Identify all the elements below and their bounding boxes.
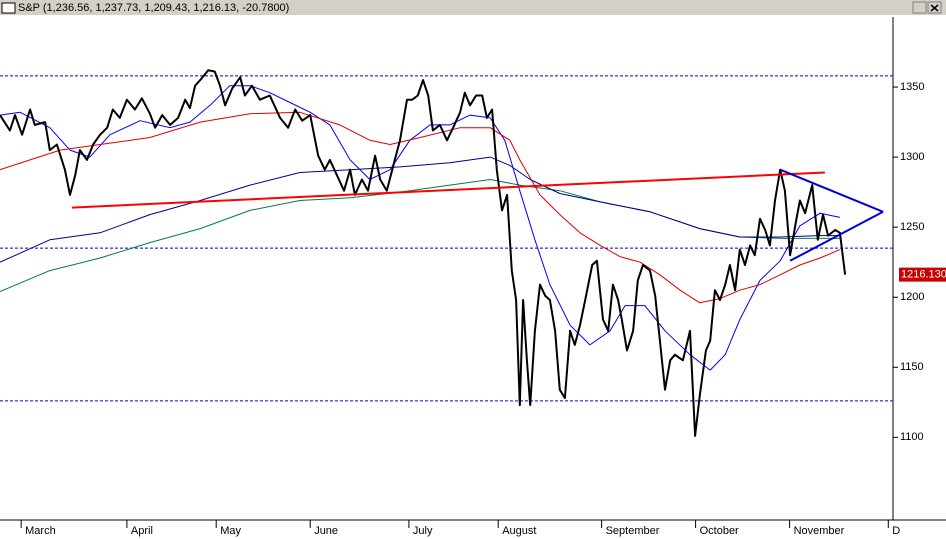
y-tick-label: 1100 <box>900 431 924 443</box>
y-tick-label: 1200 <box>900 291 924 303</box>
moving-average <box>0 85 841 371</box>
trendline <box>789 210 884 262</box>
x-tick-label: May <box>220 525 241 537</box>
x-tick-label: August <box>502 525 536 537</box>
x-tick-label: June <box>314 525 338 537</box>
title-bar <box>0 0 946 15</box>
y-tick-label: 1300 <box>900 151 924 163</box>
x-tick-label: November <box>794 525 845 537</box>
y-tick-label: 1250 <box>900 221 924 233</box>
x-tick-label: March <box>25 525 56 537</box>
last-price-label: 1216.130 <box>901 269 946 281</box>
window-icon <box>1 2 16 14</box>
last-price-box <box>899 267 946 282</box>
y-tick-label: 1350 <box>900 81 924 93</box>
x-tick-label: April <box>131 525 153 537</box>
chart-title: S&P (1,236.56, 1,237.73, 1,209.43, 1,216… <box>18 2 289 14</box>
moving-average <box>0 156 840 263</box>
moving-average <box>0 111 841 304</box>
trendline <box>779 168 884 213</box>
price-line <box>0 69 847 437</box>
x-tick-label: September <box>606 525 660 537</box>
x-tick-label: July <box>413 525 433 537</box>
x-tick-label: October <box>700 525 739 537</box>
trendline <box>71 171 825 209</box>
restore-button[interactable] <box>912 1 927 14</box>
y-tick-label: 1150 <box>900 361 924 373</box>
close-icon <box>930 4 939 12</box>
moving-average <box>0 179 840 293</box>
x-tick-label: D <box>892 525 900 537</box>
